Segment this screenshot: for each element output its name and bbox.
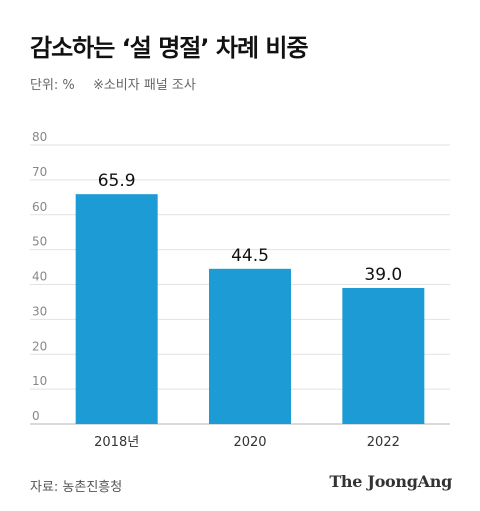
value-labels: 65.9 44.5 39.0 (98, 171, 403, 285)
y-tick-labels: 0 10 20 30 40 50 60 70 80 (32, 130, 47, 423)
source-label: 자료: 농촌진흥청 (30, 480, 123, 495)
y-tick-label: 0 (32, 409, 40, 423)
y-tick-label: 20 (32, 339, 47, 353)
bar (75, 194, 158, 424)
bars (75, 194, 425, 424)
y-tick-label: 70 (32, 165, 47, 179)
publisher-logo: The JoongAng (329, 472, 452, 491)
y-tick-label: 50 (32, 235, 47, 249)
x-tick-labels: 2018년 2020 2022 (94, 435, 400, 450)
y-tick-label: 80 (32, 130, 47, 144)
x-tick-label: 2022 (367, 435, 400, 450)
value-label: 39.0 (364, 265, 402, 285)
y-tick-label: 60 (32, 200, 47, 214)
value-label: 65.9 (98, 171, 136, 191)
y-tick-label: 40 (32, 270, 47, 284)
unit-label: 단위: % (30, 78, 75, 93)
chart-title: 감소하는 ‘설 명절’ 차례 비중 (30, 34, 309, 62)
x-tick-label: 2020 (233, 435, 266, 450)
chart-subtitle: 단위: % ※소비자 패널 조사 (30, 74, 196, 93)
bar (209, 268, 291, 424)
bar (342, 287, 425, 424)
x-tick-label: 2018년 (94, 435, 139, 450)
y-tick-label: 10 (32, 374, 47, 388)
survey-note: ※소비자 패널 조사 (92, 78, 196, 93)
y-tick-label: 30 (32, 304, 47, 318)
value-label: 44.5 (231, 246, 269, 266)
